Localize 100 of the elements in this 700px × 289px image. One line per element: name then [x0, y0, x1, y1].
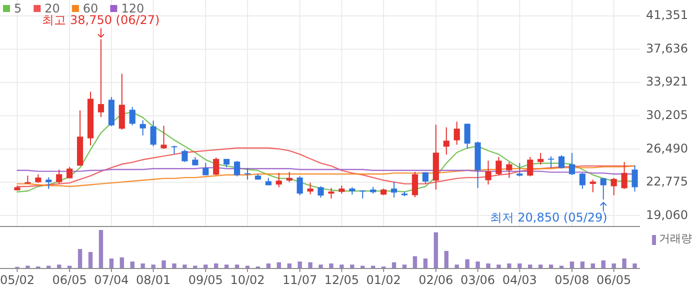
x-tick-label: 01/02	[366, 273, 401, 287]
x-tick-label: 08/01	[136, 273, 171, 287]
bar	[518, 263, 522, 268]
bar	[570, 262, 574, 268]
bar	[486, 263, 490, 268]
candlestick	[496, 156, 502, 176]
bar	[276, 262, 281, 268]
x-tick-label: 07/04	[94, 273, 129, 287]
bar	[434, 232, 438, 268]
candlestick	[160, 125, 167, 150]
y-tick-label: 41,351	[646, 8, 688, 22]
bar	[507, 263, 512, 268]
bar	[57, 264, 62, 268]
candlestick	[558, 154, 565, 170]
legend-label: 60	[82, 1, 98, 16]
candlestick	[610, 177, 617, 196]
legend-label: 20	[44, 1, 60, 16]
bar	[538, 264, 543, 268]
bar	[151, 264, 156, 268]
bar	[120, 257, 124, 268]
candlestick	[150, 120, 156, 147]
x-tick-label: 02/06	[418, 273, 454, 287]
x-tick-label: 03/06	[460, 273, 496, 287]
bar	[601, 260, 606, 268]
candlestick	[98, 38, 104, 118]
bar	[308, 262, 312, 268]
bar	[465, 259, 470, 268]
candlestick	[516, 162, 523, 177]
bar	[622, 258, 626, 268]
x-tick-label: 04/03	[502, 273, 537, 287]
candlestick	[568, 152, 575, 176]
candlestick	[234, 160, 240, 177]
bar	[632, 263, 637, 268]
y-tick-label: 37,636	[646, 41, 688, 56]
candlestick	[548, 156, 554, 168]
candlestick	[443, 126, 450, 156]
bar	[528, 264, 532, 268]
bar	[140, 263, 145, 268]
bar	[329, 263, 334, 268]
candlestick	[632, 164, 638, 192]
candlestick	[129, 106, 136, 126]
bar	[224, 264, 229, 268]
bar	[612, 263, 616, 268]
candlestick	[590, 179, 596, 193]
bar	[412, 256, 418, 268]
candlestick	[538, 152, 544, 166]
bar	[340, 264, 344, 268]
x-tick-label: 05/02	[0, 273, 35, 287]
bar	[318, 264, 323, 268]
legend-label: 120	[121, 1, 144, 16]
x-tick-label: 11/07	[282, 273, 318, 287]
annotation: 최고 38,750 (06/27)	[42, 13, 160, 28]
bar	[580, 262, 585, 268]
y-tick-label: 26,490	[646, 141, 688, 156]
candlestick	[485, 160, 492, 186]
bar	[298, 262, 302, 268]
bar	[548, 264, 554, 268]
candlestick	[286, 171, 292, 183]
y-tick-label: 19,060	[646, 208, 688, 222]
x-tick-label: 05/08	[554, 273, 590, 287]
candlestick	[276, 172, 282, 188]
candlestick	[506, 162, 512, 178]
x-tick-label: 10/02	[230, 273, 265, 287]
candlestick	[328, 187, 334, 200]
bar	[98, 230, 104, 268]
bar	[454, 264, 459, 268]
bar	[78, 249, 82, 268]
bar	[287, 263, 292, 268]
candlestick	[579, 172, 586, 190]
x-tick-label: 09/05	[188, 273, 223, 287]
candlestick	[527, 156, 534, 177]
bar	[402, 264, 407, 268]
candlestick	[391, 181, 398, 198]
bar	[590, 263, 595, 268]
y-tick-label: 33,921	[646, 74, 688, 89]
bar	[496, 264, 501, 268]
candlestick	[182, 149, 188, 162]
candlestick	[464, 123, 470, 150]
bar	[392, 262, 396, 268]
bar	[214, 263, 218, 268]
x-tick-label: 06/05	[52, 273, 87, 287]
bar	[423, 258, 428, 268]
bar	[109, 258, 114, 268]
candlestick	[46, 176, 52, 190]
candlestick	[66, 166, 73, 179]
candlestick	[140, 120, 146, 136]
candlestick	[244, 167, 251, 180]
bar	[162, 260, 166, 268]
bar	[172, 263, 176, 268]
candlestick	[118, 73, 125, 130]
candlestick	[454, 121, 460, 146]
x-tick-label: 12/05	[324, 273, 359, 287]
candlestick	[621, 161, 628, 190]
legend-label: 5	[14, 1, 22, 16]
bar	[476, 262, 480, 268]
bar	[182, 264, 187, 268]
candlestick	[307, 182, 314, 195]
bar	[266, 263, 271, 268]
candlestick	[318, 186, 324, 198]
bar	[444, 250, 448, 268]
